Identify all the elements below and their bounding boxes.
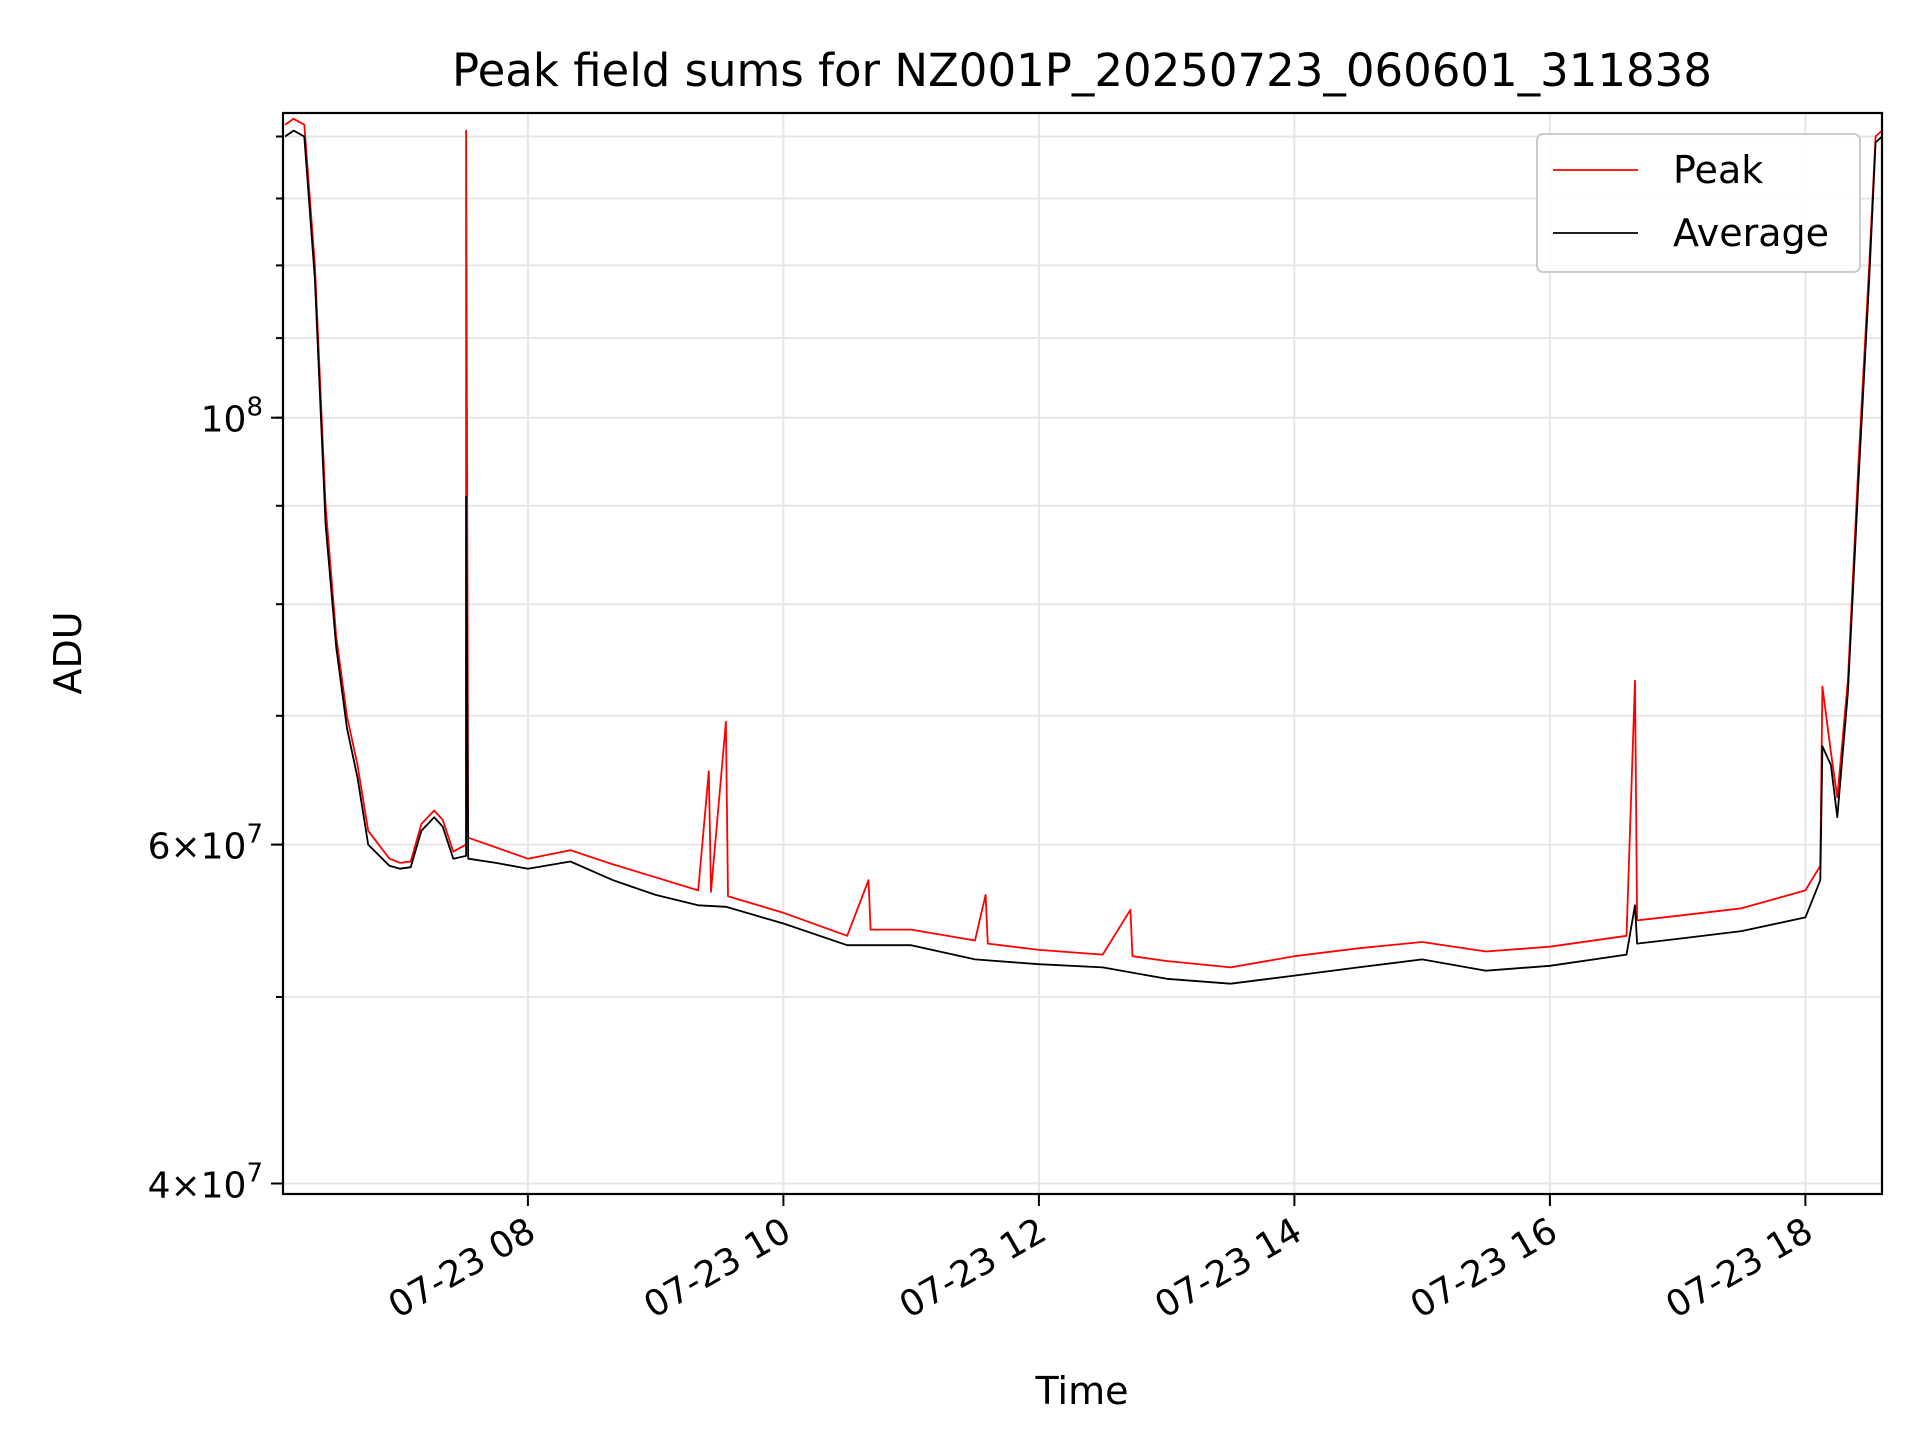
y-tick-mantissa: 4 [148, 1166, 171, 1207]
y-tick-mantissa: 6 [148, 827, 171, 868]
legend-peak-label: Peak [1673, 148, 1763, 192]
legend-average-label: Average [1673, 211, 1829, 255]
y-axis-label: ADU [46, 611, 90, 694]
x-axis-label: Time [1035, 1369, 1129, 1413]
plot-frame [281, 111, 1884, 1196]
chart-title: Peak field sums for NZ001P_20250723_0606… [452, 44, 1712, 97]
plot-series [284, 117, 1883, 985]
y-tick-times: ×10 [170, 827, 246, 868]
y-tick-label: 108 [201, 393, 263, 441]
y-tick-label: 4×107 [148, 1159, 263, 1207]
y-tick-label: 6×107 [148, 820, 263, 868]
legend: Peak Average [1536, 133, 1861, 273]
legend-box [1536, 133, 1861, 273]
y-tick-exponent: 7 [246, 820, 263, 850]
y-tick-exponent: 7 [246, 1159, 263, 1189]
series-line-average [284, 129, 1883, 985]
y-tick-times: ×10 [170, 1166, 246, 1207]
y-tick-base: 10 [201, 400, 247, 441]
series-line-peak [284, 117, 1883, 969]
y-tick-exponent: 8 [246, 393, 263, 423]
